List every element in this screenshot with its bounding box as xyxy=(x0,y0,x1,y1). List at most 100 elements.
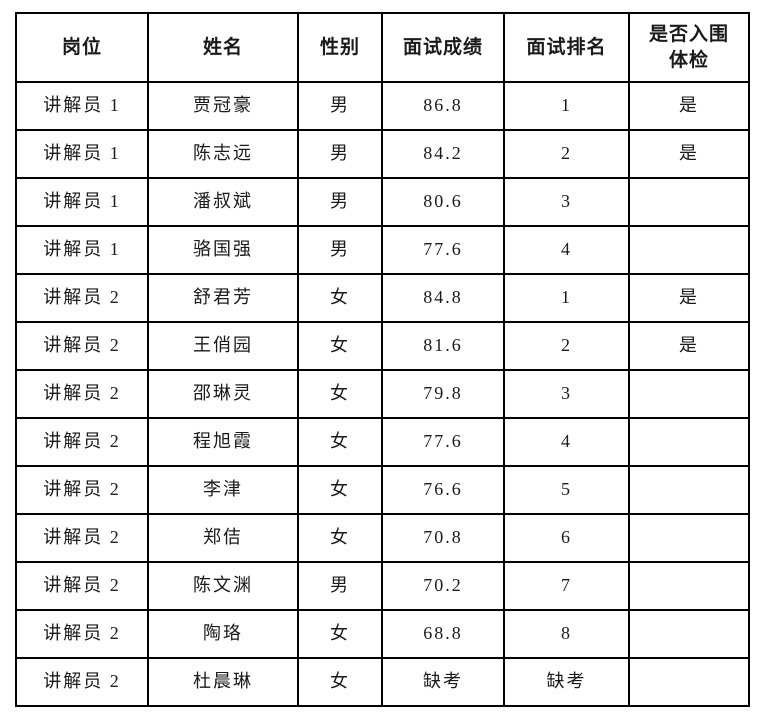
table-cell xyxy=(628,369,750,419)
table-cell: 讲解员 2 xyxy=(15,369,149,419)
table-cell: 女 xyxy=(297,321,383,371)
table-cell: 讲解员 1 xyxy=(15,81,149,131)
table-cell: 讲解员 1 xyxy=(15,225,149,275)
column-header-interview-score: 面试成绩 xyxy=(381,12,505,83)
table-cell xyxy=(628,177,750,227)
table-row: 讲解员 2 杜晨琳女缺考 缺考 xyxy=(15,657,750,707)
table-cell: 王俏园 xyxy=(147,321,299,371)
table-cell: 2 xyxy=(503,321,630,371)
table-row: 讲解员 1 陈志远男 84.2 2 是 xyxy=(15,129,750,179)
table-cell: 70.8 xyxy=(381,513,505,563)
table-cell: 女 xyxy=(297,273,383,323)
table-cell: 男 xyxy=(297,561,383,611)
table-header: 岗位 姓名 性别 面试成绩 面试排名 是否入围 体检 xyxy=(15,12,750,83)
table-cell: 贾冠豪 xyxy=(147,81,299,131)
table-cell: 讲解员 2 xyxy=(15,513,149,563)
table-cell: 1 xyxy=(503,273,630,323)
table-cell: 李津 xyxy=(147,465,299,515)
column-header-position: 岗位 xyxy=(15,12,149,83)
table-cell: 70.2 xyxy=(381,561,505,611)
table-cell: 77.6 xyxy=(381,225,505,275)
table-cell: 讲解员 2 xyxy=(15,561,149,611)
table-cell: 女 xyxy=(297,657,383,707)
table-cell: 男 xyxy=(297,81,383,131)
table-cell: 女 xyxy=(297,369,383,419)
table-cell: 3 xyxy=(503,369,630,419)
table-cell: 讲解员 1 xyxy=(15,177,149,227)
column-header-shortlisted-for-physical: 是否入围 体检 xyxy=(628,12,750,83)
table-cell: 缺考 xyxy=(503,657,630,707)
table-cell: 讲解员 1 xyxy=(15,129,149,179)
table-cell: 女 xyxy=(297,465,383,515)
table-cell: 81.6 xyxy=(381,321,505,371)
table-row: 讲解员 2 郑佶女 70.8 6 xyxy=(15,513,750,563)
table-cell: 4 xyxy=(503,417,630,467)
table-cell: 是 xyxy=(628,81,750,131)
table-cell: 5 xyxy=(503,465,630,515)
table-row: 讲解员 2 王俏园女 81.6 2 是 xyxy=(15,321,750,371)
table-row: 讲解员 2 程旭霞女 77.6 4 xyxy=(15,417,750,467)
table-cell: 陶珞 xyxy=(147,609,299,659)
table-cell xyxy=(628,225,750,275)
table-cell: 骆国强 xyxy=(147,225,299,275)
table-cell: 程旭霞 xyxy=(147,417,299,467)
table-row: 讲解员 1 潘叔斌男 80.6 3 xyxy=(15,177,750,227)
table-cell: 女 xyxy=(297,513,383,563)
table-cell: 3 xyxy=(503,177,630,227)
table-row: 讲解员 2 舒君芳女 84.8 1 是 xyxy=(15,273,750,323)
table-cell xyxy=(628,465,750,515)
table-cell: 是 xyxy=(628,273,750,323)
table-cell xyxy=(628,417,750,467)
table-cell xyxy=(628,561,750,611)
table-cell: 76.6 xyxy=(381,465,505,515)
table-cell: 77.6 xyxy=(381,417,505,467)
table-cell: 讲解员 2 xyxy=(15,657,149,707)
table-cell: 讲解员 2 xyxy=(15,417,149,467)
table-cell: 6 xyxy=(503,513,630,563)
table-cell: 84.8 xyxy=(381,273,505,323)
table-row: 讲解员 2 陈文渊男 70.2 7 xyxy=(15,561,750,611)
table-cell xyxy=(628,609,750,659)
table-row: 讲解员 1 贾冠豪男 86.8 1 是 xyxy=(15,81,750,131)
table-cell: 80.6 xyxy=(381,177,505,227)
table-cell: 缺考 xyxy=(381,657,505,707)
table-cell: 女 xyxy=(297,609,383,659)
table-cell: 讲解员 2 xyxy=(15,273,149,323)
table-cell: 讲解员 2 xyxy=(15,321,149,371)
table-cell: 潘叔斌 xyxy=(147,177,299,227)
table-cell: 68.8 xyxy=(381,609,505,659)
table-cell: 84.2 xyxy=(381,129,505,179)
table-row: 讲解员 1 骆国强男 77.6 4 xyxy=(15,225,750,275)
interview-results-table: 岗位 姓名 性别 面试成绩 面试排名 是否入围 体检 讲解员 1 贾冠豪男 86.8… xyxy=(15,12,750,707)
table-cell: 舒君芳 xyxy=(147,273,299,323)
table-cell: 2 xyxy=(503,129,630,179)
table-cell: 郑佶 xyxy=(147,513,299,563)
table-cell: 陈志远 xyxy=(147,129,299,179)
table-cell: 79.8 xyxy=(381,369,505,419)
table-cell: 邵琳灵 xyxy=(147,369,299,419)
table-cell: 讲解员 2 xyxy=(15,609,149,659)
table-cell: 8 xyxy=(503,609,630,659)
table-cell: 是 xyxy=(628,321,750,371)
table-row: 讲解员 2 邵琳灵女 79.8 3 xyxy=(15,369,750,419)
table-cell: 杜晨琳 xyxy=(147,657,299,707)
table-cell: 男 xyxy=(297,129,383,179)
table-cell: 4 xyxy=(503,225,630,275)
header-row: 岗位 姓名 性别 面试成绩 面试排名 是否入围 体检 xyxy=(15,12,750,83)
column-header-interview-rank: 面试排名 xyxy=(503,12,630,83)
column-header-gender: 性别 xyxy=(297,12,383,83)
table-cell: 女 xyxy=(297,417,383,467)
table-cell: 1 xyxy=(503,81,630,131)
table-cell: 7 xyxy=(503,561,630,611)
table-cell: 男 xyxy=(297,177,383,227)
table-cell: 陈文渊 xyxy=(147,561,299,611)
table-cell: 男 xyxy=(297,225,383,275)
table-cell: 讲解员 2 xyxy=(15,465,149,515)
table-cell xyxy=(628,513,750,563)
table-body: 讲解员 1 贾冠豪男 86.8 1 是讲解员 1 陈志远男 84.2 2 是讲解员 1 潘叔斌男 8… xyxy=(15,81,750,707)
table-cell xyxy=(628,657,750,707)
table-row: 讲解员 2 陶珞女 68.8 8 xyxy=(15,609,750,659)
column-header-name: 姓名 xyxy=(147,12,299,83)
table-cell: 86.8 xyxy=(381,81,505,131)
